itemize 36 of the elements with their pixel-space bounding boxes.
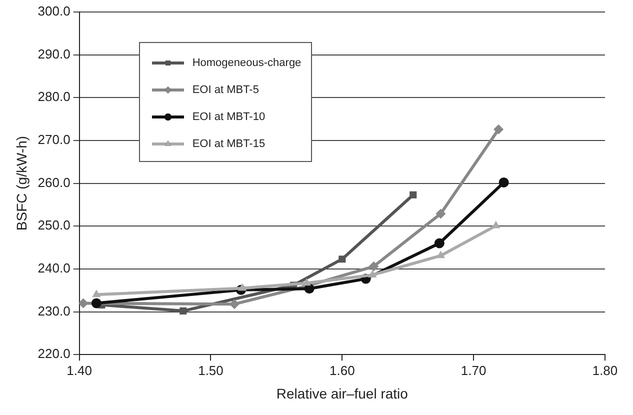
y-tick-label: 270.0 bbox=[38, 132, 70, 148]
legend-label: EOI at MBT-15 bbox=[192, 138, 266, 150]
point bbox=[79, 298, 88, 308]
point bbox=[180, 307, 187, 314]
y-tick-label: 280.0 bbox=[38, 89, 70, 104]
point bbox=[494, 124, 504, 134]
legend-label: EOI at MBT-10 bbox=[192, 110, 266, 122]
y-tick-label: 290.0 bbox=[38, 46, 70, 62]
point bbox=[92, 290, 101, 298]
point bbox=[436, 250, 446, 258]
y-tick-label: 220.0 bbox=[38, 346, 70, 362]
y-tick-label: 300.0 bbox=[38, 4, 70, 19]
point bbox=[498, 177, 509, 188]
x-tick-label: 1.50 bbox=[198, 362, 224, 378]
point bbox=[434, 238, 444, 248]
point bbox=[338, 256, 346, 263]
x-axis-title: Relative air–fuel ratio bbox=[276, 385, 408, 402]
point bbox=[368, 261, 379, 272]
x-tick-label: 1.60 bbox=[330, 362, 355, 378]
point bbox=[302, 278, 312, 286]
y-tick-label: 230.0 bbox=[38, 303, 70, 318]
legend-label: EOI at MBT-5 bbox=[192, 84, 259, 96]
x-tick-label: 1.40 bbox=[66, 362, 92, 378]
point bbox=[436, 208, 446, 219]
legend-label: Homogeneous-charge bbox=[192, 56, 302, 68]
point bbox=[229, 299, 240, 310]
point bbox=[368, 270, 377, 278]
x-tick-label: 1.80 bbox=[592, 362, 618, 378]
x-tick-label: 1.70 bbox=[460, 362, 486, 378]
point bbox=[238, 283, 247, 291]
y-tick-label: 250.0 bbox=[38, 218, 70, 233]
point bbox=[410, 191, 417, 198]
point bbox=[91, 298, 102, 308]
y-tick-label: 240.0 bbox=[38, 260, 70, 276]
y-tick-label: 260.0 bbox=[38, 174, 70, 190]
y-axis-title: BSFC (g/kW-h) bbox=[13, 136, 30, 231]
